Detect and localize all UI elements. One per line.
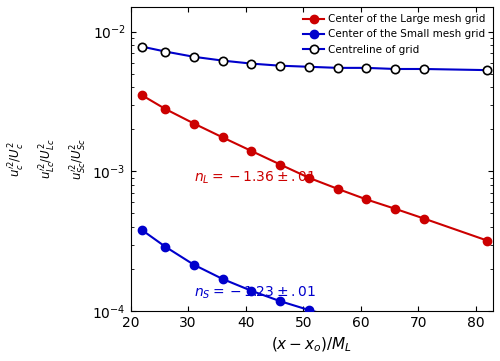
Center of the Large mesh grid bbox=[139, 93, 145, 97]
Center of the Large mesh grid bbox=[220, 135, 226, 140]
Centreline of grid bbox=[220, 58, 226, 63]
Center of the Small mesh grid bbox=[162, 244, 168, 249]
Line: Centreline of grid: Centreline of grid bbox=[138, 43, 492, 74]
Center of the Large mesh grid bbox=[162, 107, 168, 111]
Centreline of grid bbox=[306, 65, 312, 69]
Centreline of grid bbox=[364, 66, 370, 70]
Centreline of grid bbox=[191, 55, 197, 59]
Centreline of grid bbox=[139, 44, 145, 49]
X-axis label: $(x - x_o)/M_L$: $(x - x_o)/M_L$ bbox=[271, 336, 352, 354]
Center of the Small mesh grid bbox=[484, 359, 490, 361]
Center of the Large mesh grid bbox=[364, 197, 370, 202]
Center of the Small mesh grid bbox=[139, 228, 145, 232]
Center of the Small mesh grid bbox=[277, 299, 283, 303]
Center of the Small mesh grid bbox=[220, 277, 226, 281]
Text: $n_S = -1.23 \pm .01$: $n_S = -1.23 \pm .01$ bbox=[194, 284, 316, 301]
Center of the Small mesh grid bbox=[306, 308, 312, 312]
Centreline of grid bbox=[392, 67, 398, 71]
Center of the Large mesh grid bbox=[421, 216, 427, 221]
Center of the Large mesh grid bbox=[248, 149, 254, 153]
Center of the Small mesh grid bbox=[248, 289, 254, 293]
Line: Center of the Large mesh grid: Center of the Large mesh grid bbox=[138, 91, 492, 245]
Y-axis label: $u_c^{\prime 2}/U_c^2$
$u_{Lc}^{\prime 2}/U_{Lc}^2$
$u_{Sc}^{\prime 2}/U_{Sc}^2$: $u_c^{\prime 2}/U_c^2$ $u_{Lc}^{\prime 2… bbox=[7, 138, 89, 180]
Centreline of grid bbox=[421, 67, 427, 71]
Centreline of grid bbox=[334, 66, 340, 70]
Centreline of grid bbox=[277, 64, 283, 68]
Text: $n_L = -1.36 \pm .01$: $n_L = -1.36 \pm .01$ bbox=[194, 169, 316, 186]
Center of the Large mesh grid bbox=[306, 176, 312, 180]
Center of the Large mesh grid bbox=[191, 121, 197, 126]
Centreline of grid bbox=[248, 61, 254, 66]
Legend: Center of the Large mesh grid, Center of the Small mesh grid, Centreline of grid: Center of the Large mesh grid, Center of… bbox=[299, 10, 490, 59]
Center of the Large mesh grid bbox=[334, 187, 340, 191]
Centreline of grid bbox=[162, 49, 168, 54]
Center of the Large mesh grid bbox=[277, 162, 283, 167]
Center of the Small mesh grid bbox=[392, 330, 398, 334]
Center of the Small mesh grid bbox=[421, 336, 427, 340]
Center of the Small mesh grid bbox=[191, 262, 197, 267]
Center of the Large mesh grid bbox=[392, 206, 398, 211]
Center of the Small mesh grid bbox=[334, 316, 340, 320]
Center of the Large mesh grid bbox=[484, 238, 490, 243]
Line: Center of the Small mesh grid: Center of the Small mesh grid bbox=[138, 226, 492, 361]
Centreline of grid bbox=[484, 68, 490, 72]
Center of the Small mesh grid bbox=[364, 323, 370, 327]
